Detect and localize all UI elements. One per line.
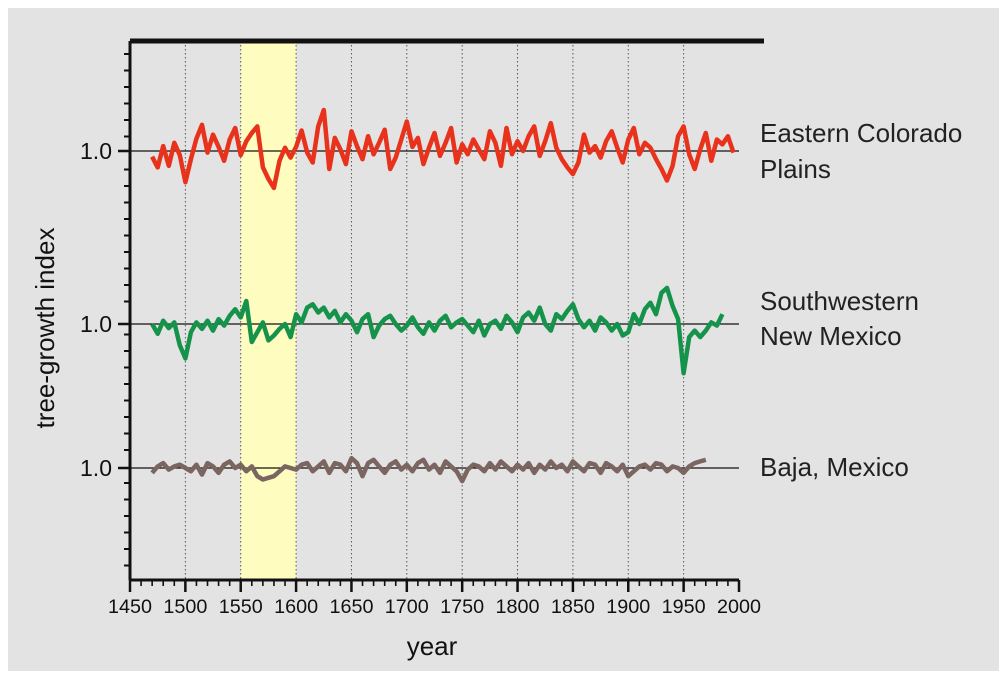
x-tick-label: 1600 — [274, 597, 318, 618]
series-label-1: Plains — [760, 154, 831, 184]
x-tick-label: 1850 — [551, 597, 595, 618]
x-tick-label: 1650 — [329, 597, 373, 618]
x-tick-label: 1800 — [496, 597, 540, 618]
series-line-3 — [150, 455, 707, 484]
series-label-2: Southwestern — [760, 286, 919, 316]
y-axis-title: tree-growth index — [30, 228, 60, 429]
y-tick-label: 1.0 — [80, 455, 112, 481]
y-tick-label: 1.0 — [80, 311, 112, 337]
x-tick-label: 1700 — [385, 597, 429, 618]
x-axis-title: year — [407, 631, 458, 661]
x-tick-label: 1450 — [108, 597, 152, 618]
x-tick-label: 2000 — [717, 597, 761, 618]
series-line-1 — [150, 107, 736, 191]
x-tick-label: 1550 — [219, 597, 263, 618]
x-tick-label: 1750 — [440, 597, 484, 618]
x-tick-label: 1950 — [662, 597, 706, 618]
series-label-1: Eastern Colorado — [760, 118, 962, 148]
chart-figure: 1450 1500 1550 1600 1650 1700 1750 1800 1850 1900… — [8, 8, 999, 671]
series-label-2: New Mexico — [760, 321, 902, 351]
x-tick-label: 1900 — [606, 597, 650, 618]
series-label-3: Baja, Mexico — [760, 452, 909, 482]
highlight-band — [240, 41, 297, 580]
series-line-2 — [150, 285, 725, 376]
x-tick-label: 1500 — [163, 597, 207, 618]
y-tick-label: 1.0 — [80, 138, 112, 164]
chart-svg: 1450 1500 1550 1600 1650 1700 1750 1800 1850 1900… — [30, 38, 962, 661]
